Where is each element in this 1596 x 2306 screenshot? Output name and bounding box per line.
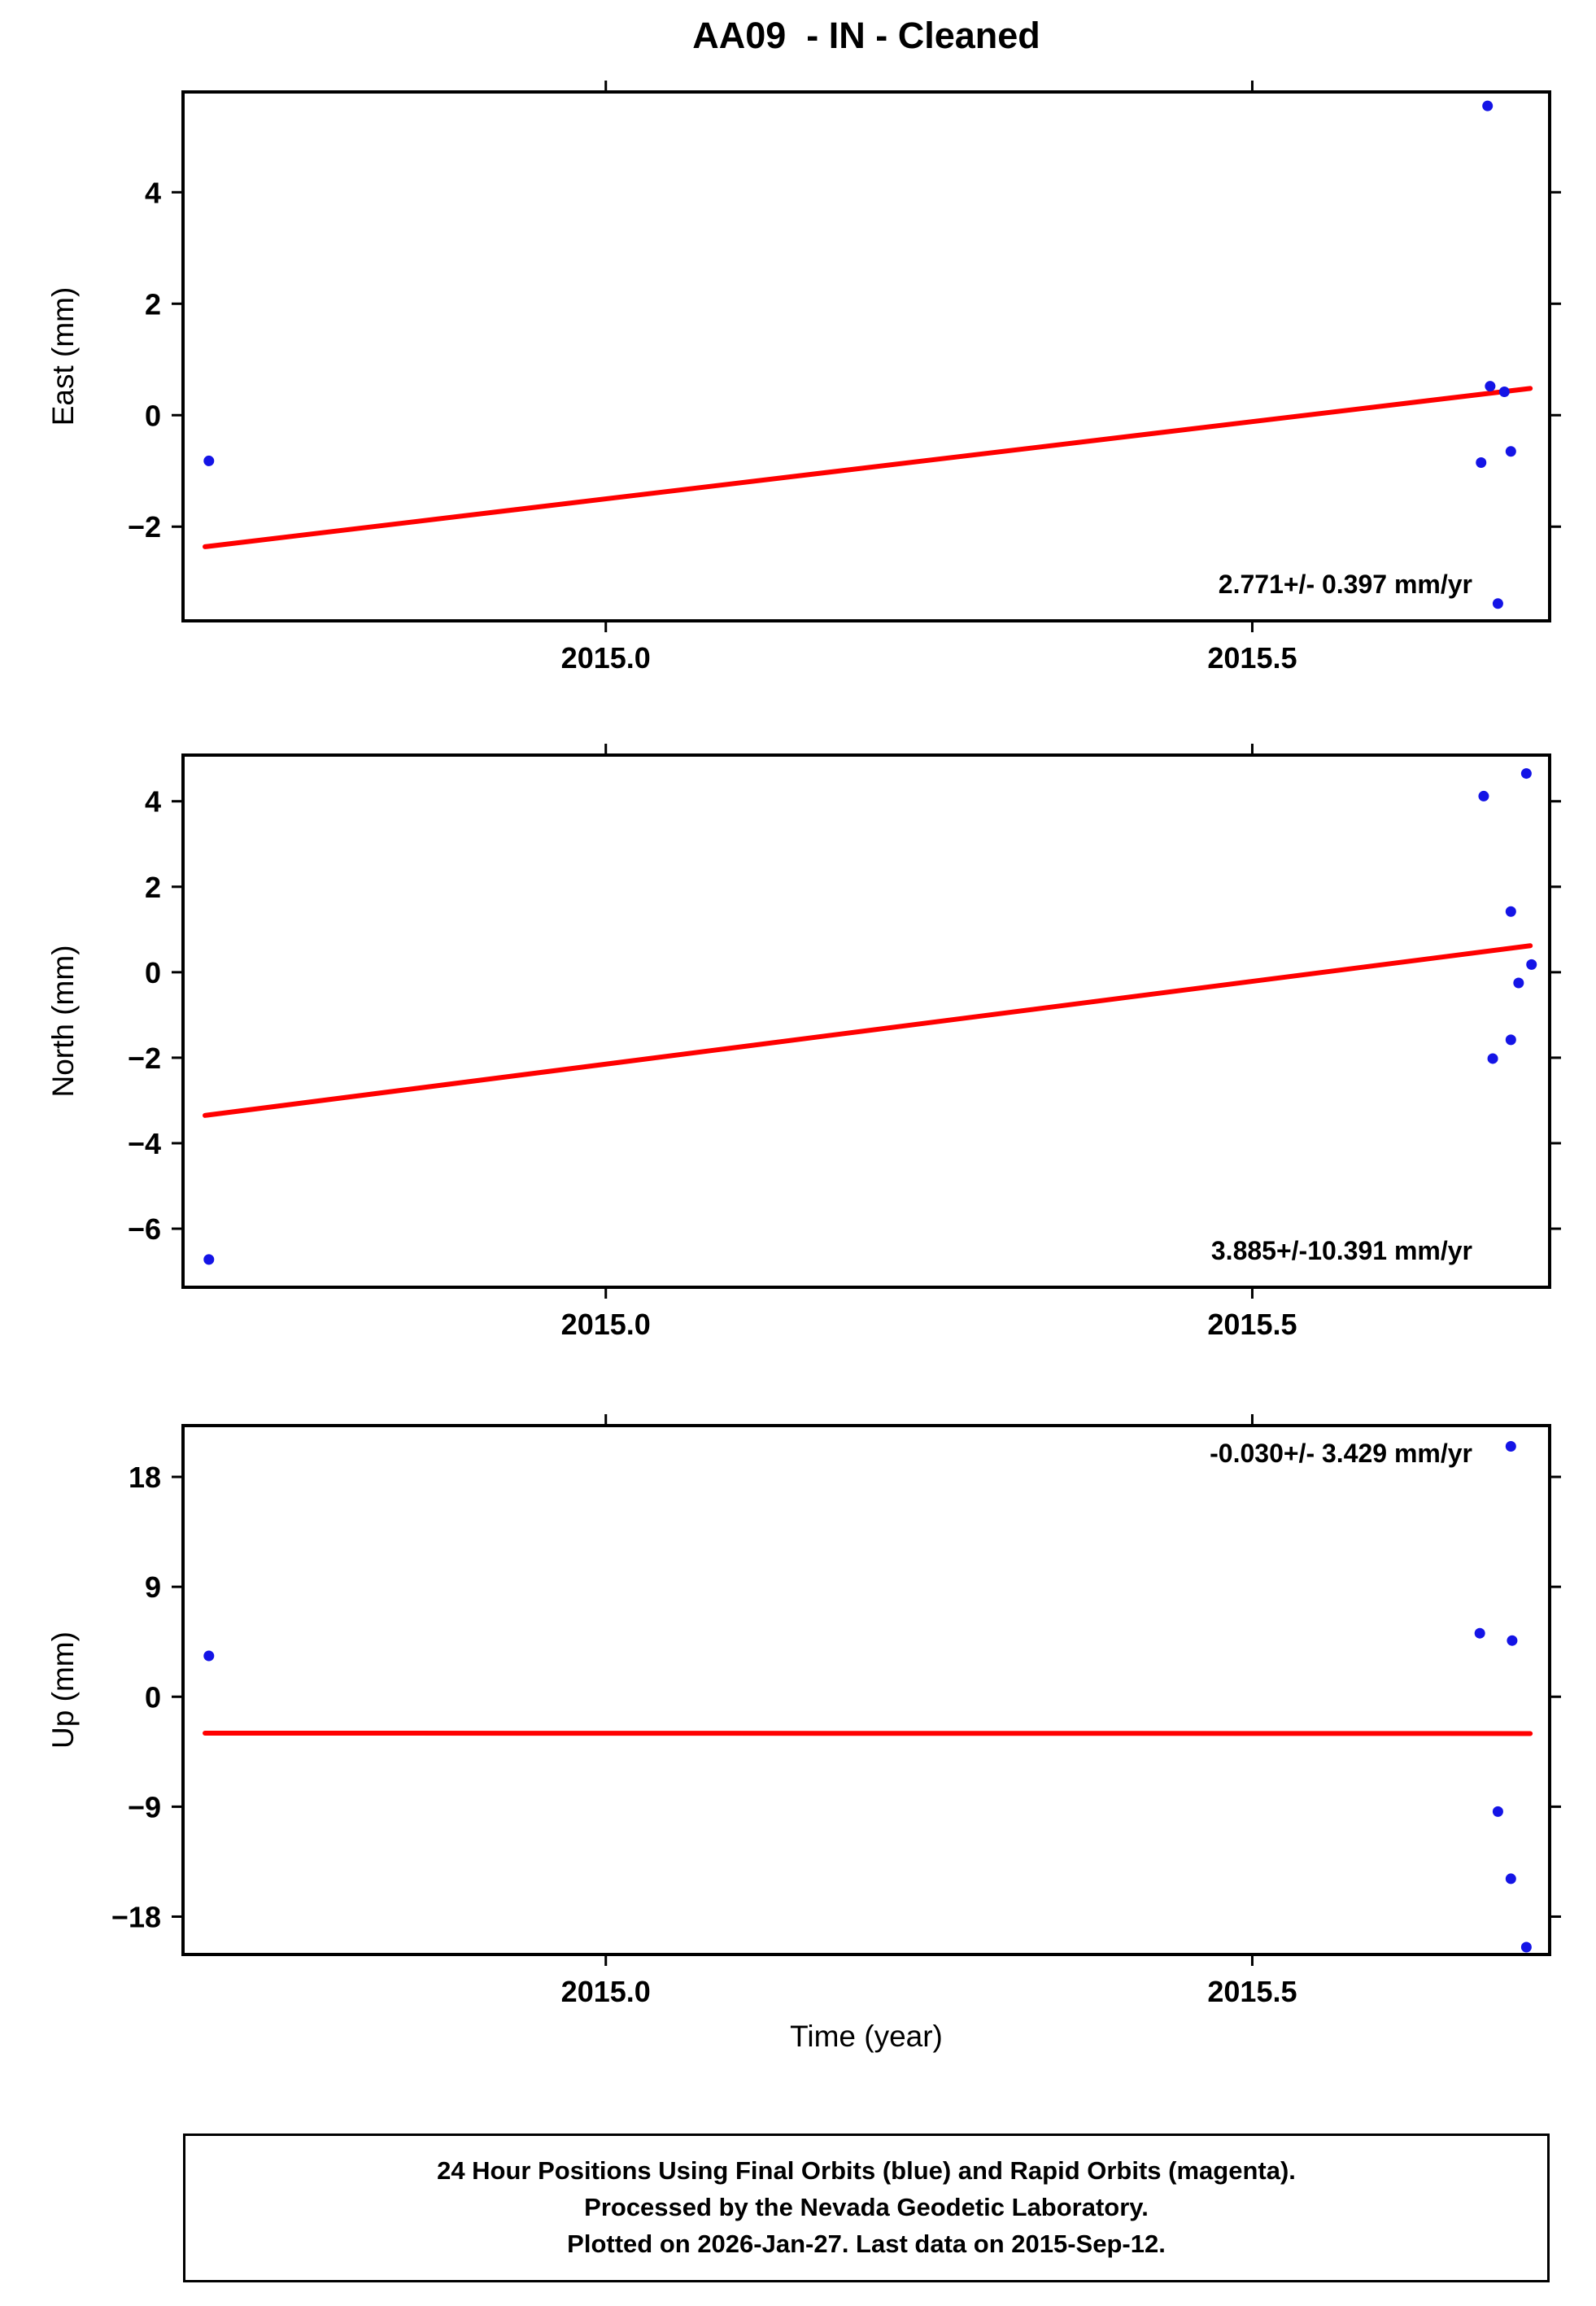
north-panel: −6 −4 −2 0 2 4 2015.0 2015.5 3.885+/-10.391 mm/… (128, 744, 1561, 1341)
up-chart: −18 −9 0 9 18 2015.0 2015.5 (111, 1414, 1561, 2008)
up-rate-annotation: -0.030+/- 3.429 mm/yr (1210, 1439, 1472, 1468)
svg-text:−4: −4 (128, 1127, 161, 1160)
svg-text:0: 0 (145, 399, 161, 432)
svg-text:4: 4 (145, 176, 161, 209)
svg-text:−9: −9 (128, 1790, 161, 1823)
page-title: AA09 - IN - Cleaned (692, 15, 1040, 56)
footer-note: 24 Hour Positions Using Final Orbits (bl… (183, 2133, 1550, 2282)
north-chart: −6 −4 −2 0 2 4 2015.0 2015.5 (128, 744, 1561, 1341)
x-axis-label: Time (year) (790, 2020, 943, 2053)
svg-text:4: 4 (145, 785, 161, 819)
east-rate-annotation: 2.771+/- 0.397 mm/yr (1218, 570, 1472, 599)
svg-text:0: 0 (145, 956, 161, 989)
svg-text:2015.0: 2015.0 (561, 1975, 651, 2008)
east-chart: −2 0 2 4 2015.0 2015.5 (128, 81, 1561, 675)
svg-text:2: 2 (145, 871, 161, 904)
footer-line-1: 24 Hour Positions Using Final Orbits (bl… (437, 2156, 1296, 2185)
east-panel: −2 0 2 4 2015.0 2015.5 2.771+/- 0.397 mm/yr (128, 81, 1561, 675)
east-axis-label: East (mm) (46, 286, 80, 426)
north-axis-label: North (mm) (46, 945, 80, 1098)
svg-text:−2: −2 (128, 510, 161, 544)
north-rate-annotation: 3.885+/-10.391 mm/yr (1210, 1236, 1472, 1265)
svg-text:−18: −18 (111, 1900, 161, 1933)
svg-text:18: 18 (129, 1461, 161, 1494)
svg-text:2015.5: 2015.5 (1207, 1308, 1297, 1341)
svg-text:2015.5: 2015.5 (1207, 1975, 1297, 2008)
svg-text:−2: −2 (128, 1042, 161, 1075)
svg-text:2015.5: 2015.5 (1207, 641, 1297, 675)
footer-line-2: Processed by the Nevada Geodetic Laborat… (584, 2193, 1149, 2221)
svg-text:0: 0 (145, 1680, 161, 1714)
up-axis-label: Up (mm) (46, 1631, 80, 1749)
svg-text:2015.0: 2015.0 (561, 641, 651, 675)
svg-text:2015.0: 2015.0 (561, 1308, 651, 1341)
svg-text:9: 9 (145, 1570, 161, 1604)
footer-line-3: Plotted on 2026-Jan-27. Last data on 201… (567, 2230, 1166, 2258)
svg-text:−6: −6 (128, 1212, 161, 1246)
svg-text:2: 2 (145, 287, 161, 321)
up-panel: −18 −9 0 9 18 2015.0 2015.5 -0.030+/- 3.429 mm… (111, 1414, 1561, 2008)
